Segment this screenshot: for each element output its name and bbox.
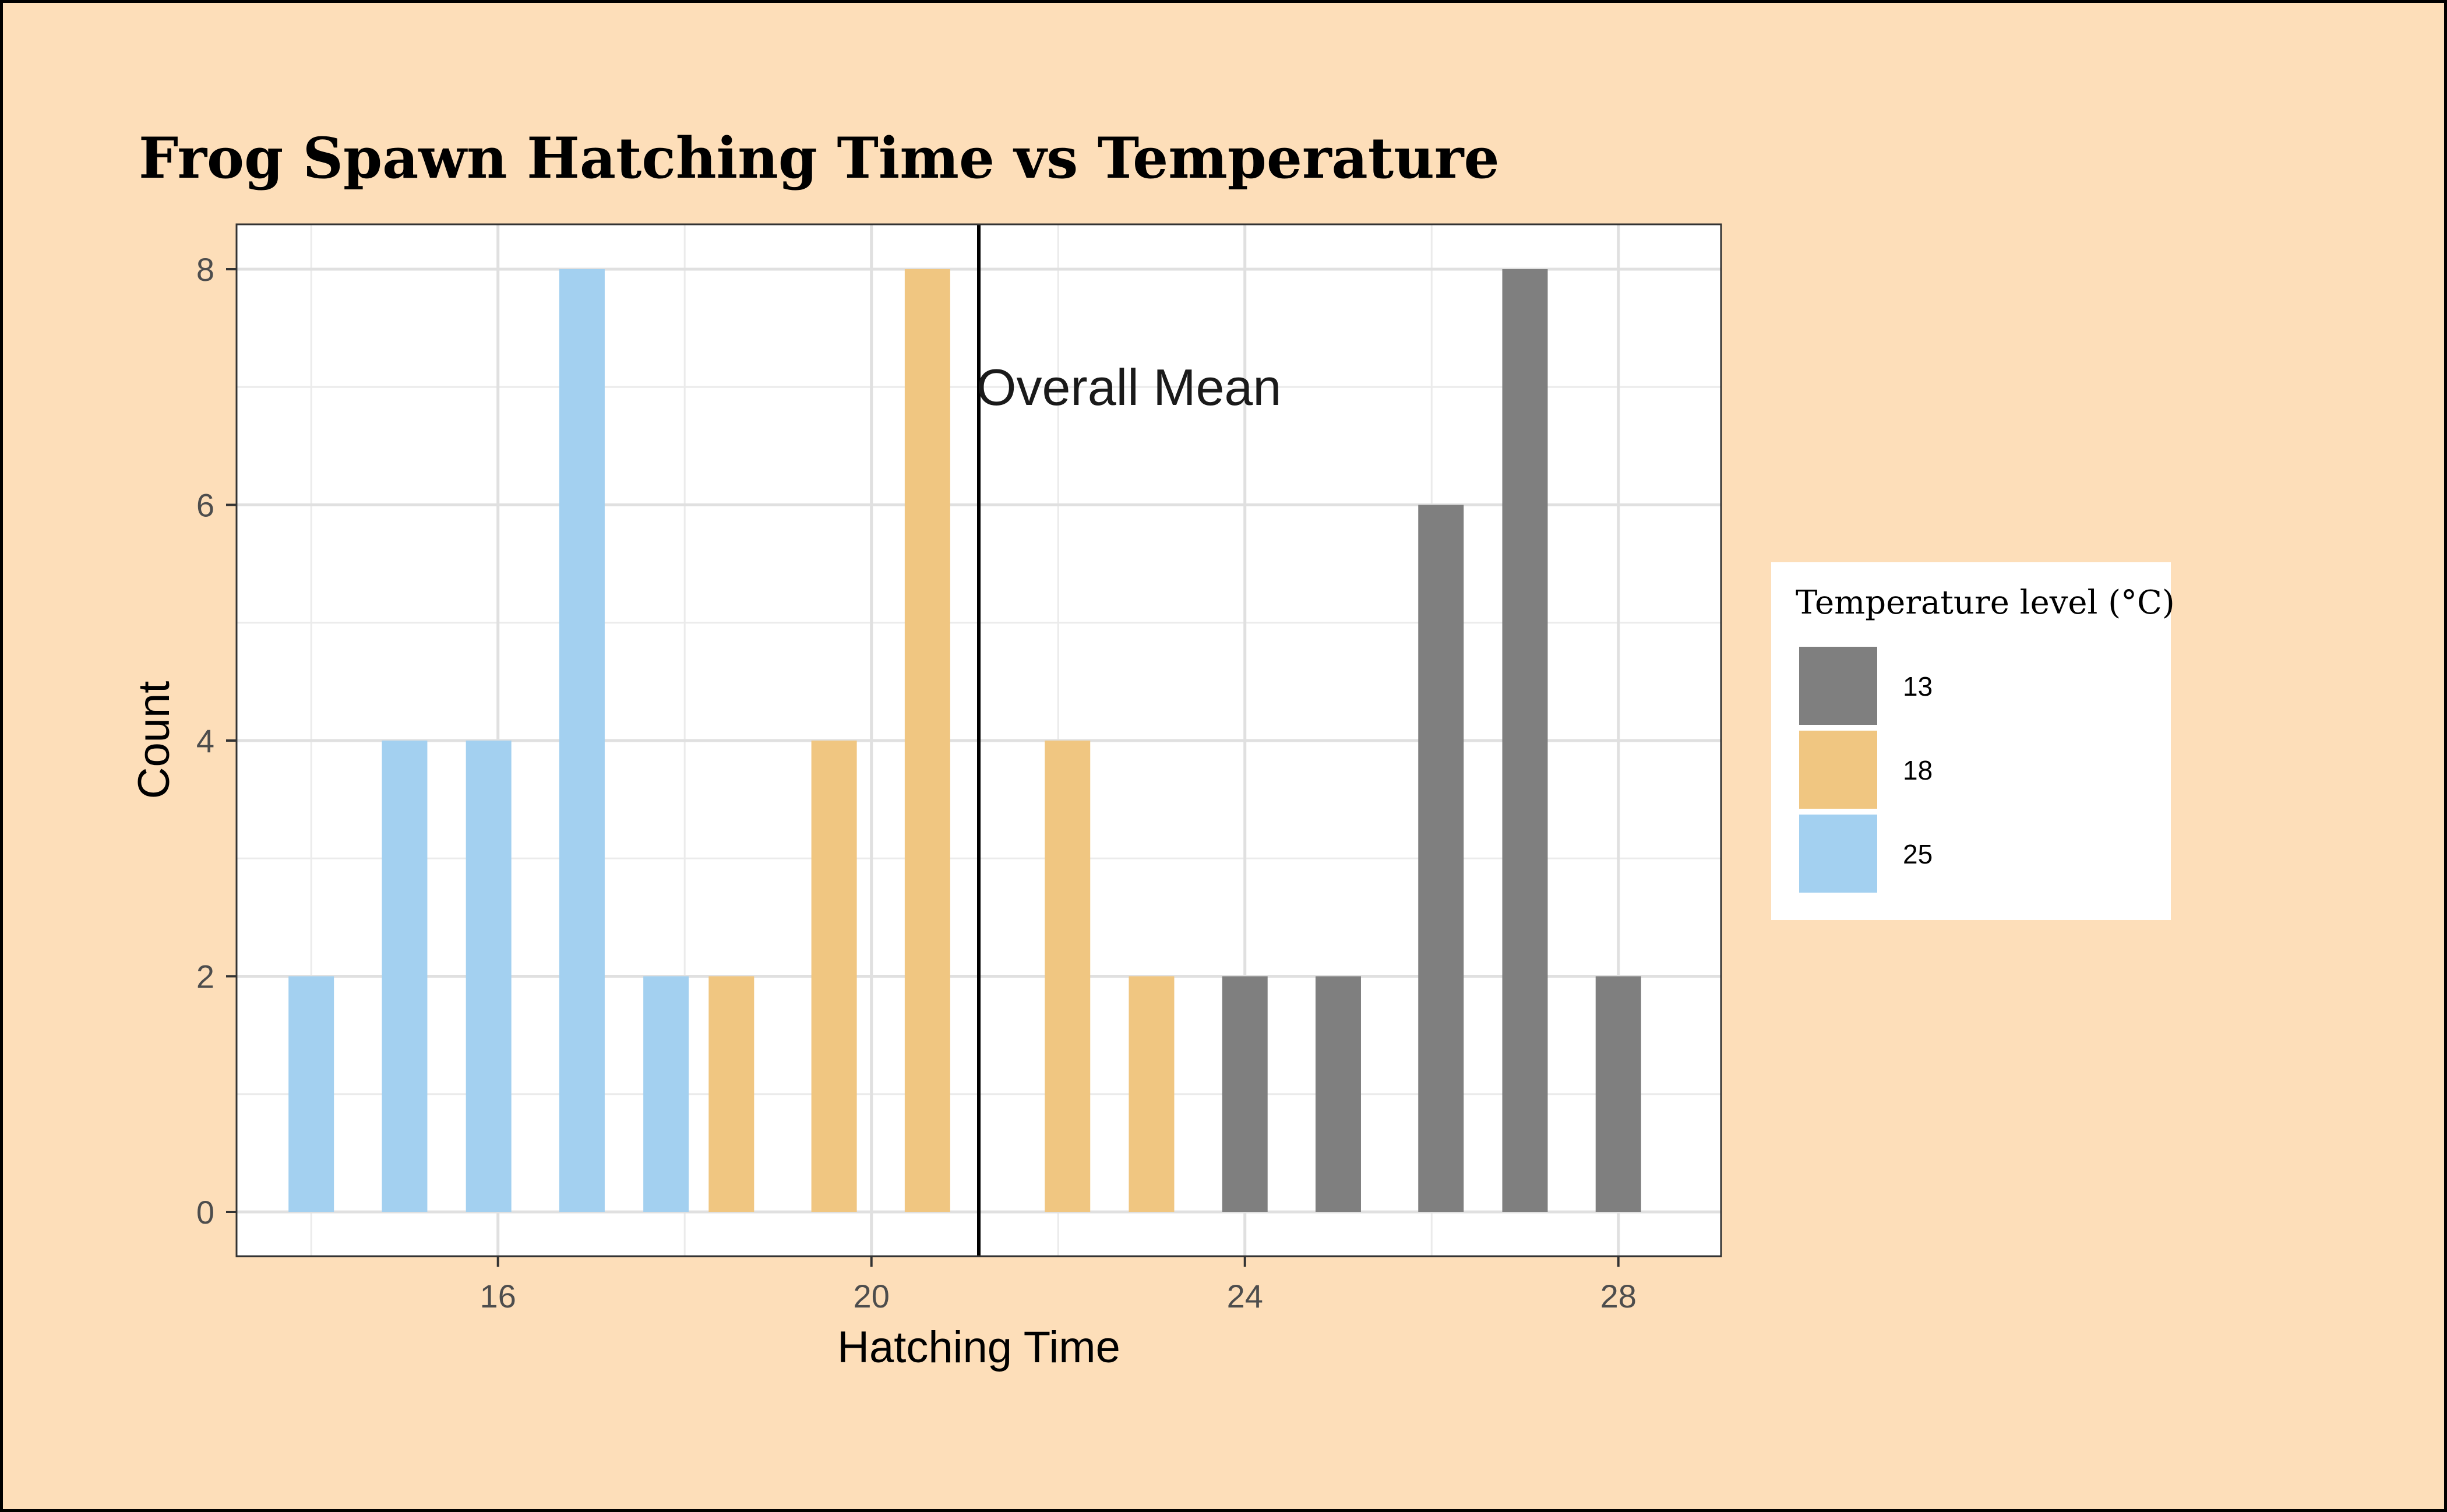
y-tick-label: 8 [196,251,214,288]
x-tick-label: 16 [480,1278,516,1314]
legend-key-18 [1799,731,1877,809]
bar-18 [904,269,950,1212]
legend-label-13: 13 [1903,671,1933,702]
y-tick-label: 6 [196,487,214,524]
annotations: Overall Mean [976,224,1281,1256]
x-tick-label: 28 [1600,1278,1637,1314]
bar-18 [1129,976,1175,1212]
x-tick-label: 20 [854,1278,890,1314]
mean-label: Overall Mean [976,358,1281,416]
bar-18 [811,741,857,1212]
legend: Temperature level (°C) 13 18 25 [1771,562,2175,920]
bar-25 [643,976,689,1212]
legend-label-18: 18 [1903,755,1933,785]
y-tick-label: 4 [196,722,214,759]
bar-13 [1418,505,1464,1212]
y-tick-label: 2 [196,958,214,995]
x-axis: 16 20 24 28 [480,1256,1637,1314]
bars [288,269,1641,1212]
y-tick-label: 0 [196,1194,214,1231]
bar-13 [1315,976,1361,1212]
y-axis-title: Count [129,681,179,799]
bar-25 [466,741,512,1212]
bar-18 [708,976,754,1212]
legend-items: 13 18 25 [1799,647,1933,893]
legend-key-13 [1799,647,1877,725]
y-axis: 0 2 4 6 8 [196,251,237,1231]
legend-label-25: 25 [1903,839,1933,869]
chart-svg: Frog Spawn Hatching Time vs Temperature … [129,125,2175,1372]
legend-title: Temperature level (°C) [1796,584,2175,622]
bar-25 [382,741,428,1212]
bar-13 [1502,269,1548,1212]
legend-key-25 [1799,815,1877,893]
bar-18 [1045,741,1091,1212]
bar-13 [1595,976,1641,1212]
bar-25 [559,269,605,1212]
bar-25 [288,976,334,1212]
x-tick-label: 24 [1227,1278,1263,1314]
chart-title: Frog Spawn Hatching Time vs Temperature [139,125,1500,191]
bar-13 [1222,976,1268,1212]
x-axis-title: Hatching Time [837,1323,1120,1372]
